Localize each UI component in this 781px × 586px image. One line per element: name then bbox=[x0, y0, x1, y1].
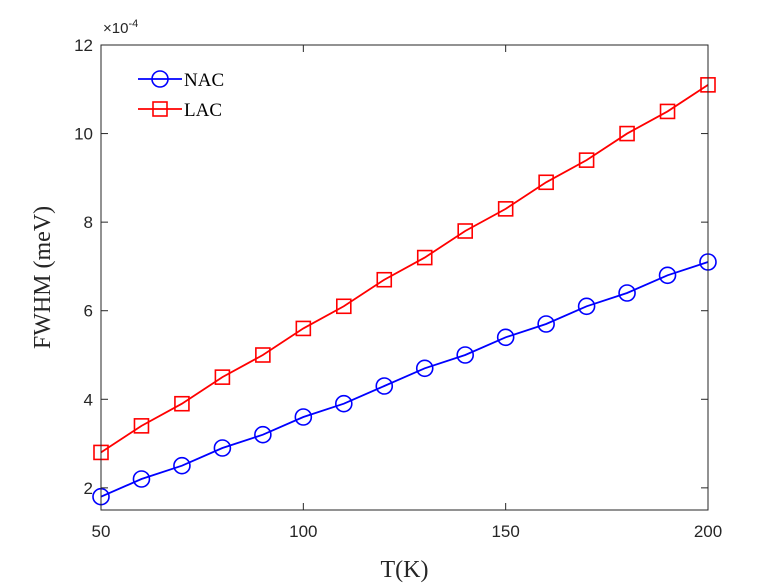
y-tick-label: 2 bbox=[84, 479, 93, 498]
plot-background bbox=[101, 45, 708, 510]
data-point-nac bbox=[173, 456, 191, 475]
data-point-lac bbox=[497, 201, 514, 217]
x-tick-label: 100 bbox=[289, 522, 317, 541]
data-point-lac bbox=[538, 174, 554, 191]
data-point-nac bbox=[375, 377, 394, 395]
series-line-nac bbox=[100, 261, 709, 498]
data-point-lac bbox=[416, 249, 433, 266]
y-exponent-base: ×10 bbox=[103, 20, 128, 37]
x-tick-label: 200 bbox=[694, 522, 722, 541]
y-tick-label: 10 bbox=[74, 125, 93, 144]
data-point-lac bbox=[214, 369, 231, 385]
data-point-lac bbox=[133, 418, 150, 434]
axes-box bbox=[100, 44, 709, 511]
legend-label: LAC bbox=[184, 100, 222, 121]
axes-layer: 50 100 150 200 2 4 6 8 10 12 bbox=[74, 36, 722, 541]
data-point-lac bbox=[578, 152, 595, 168]
y-exponent-power: -4 bbox=[128, 18, 138, 30]
data-point-nac bbox=[254, 425, 272, 444]
plot-area bbox=[101, 45, 708, 510]
data-point-nac bbox=[132, 470, 151, 488]
legend-marker-circle bbox=[151, 70, 169, 88]
data-point-lac bbox=[295, 320, 312, 337]
legend-label: NAC bbox=[184, 70, 224, 91]
legend-marker-square bbox=[152, 101, 168, 117]
data-point-lac bbox=[619, 125, 635, 142]
data-point-nac bbox=[658, 266, 677, 285]
data-point-nac bbox=[618, 284, 636, 302]
data-point-lac bbox=[255, 347, 271, 363]
y-tick-label: 8 bbox=[84, 213, 93, 232]
y-tick-label: 4 bbox=[84, 390, 93, 409]
data-point-lac bbox=[174, 395, 190, 412]
data-point-nac bbox=[577, 297, 596, 316]
y-tick-label: 6 bbox=[84, 302, 93, 321]
series-line-lac bbox=[100, 84, 709, 454]
x-tick-label: 50 bbox=[92, 522, 111, 541]
data-point-nac bbox=[456, 346, 475, 364]
x-tick-label: 150 bbox=[491, 522, 519, 541]
data-point-nac bbox=[496, 328, 515, 347]
legend: NAC LAC bbox=[138, 70, 224, 121]
y-exponent-label: ×10-4 bbox=[103, 18, 138, 37]
data-point-nac bbox=[334, 394, 353, 413]
y-axis-label: FWHM (meV) bbox=[30, 206, 56, 349]
data-point-lac bbox=[335, 298, 352, 315]
legend-item-nac: NAC bbox=[138, 70, 224, 91]
data-point-lac bbox=[457, 223, 474, 239]
y-tick-label: 12 bbox=[74, 36, 93, 55]
x-axis-label: T(K) bbox=[381, 557, 429, 583]
data-point-nac bbox=[213, 439, 232, 457]
data-point-nac bbox=[537, 315, 555, 333]
series-lac bbox=[93, 77, 716, 461]
data-point-nac bbox=[415, 359, 434, 378]
data-point-lac bbox=[659, 103, 676, 120]
data-point-lac bbox=[376, 271, 393, 288]
data-point-nac bbox=[294, 408, 313, 426]
legend-item-lac: LAC bbox=[138, 100, 222, 121]
